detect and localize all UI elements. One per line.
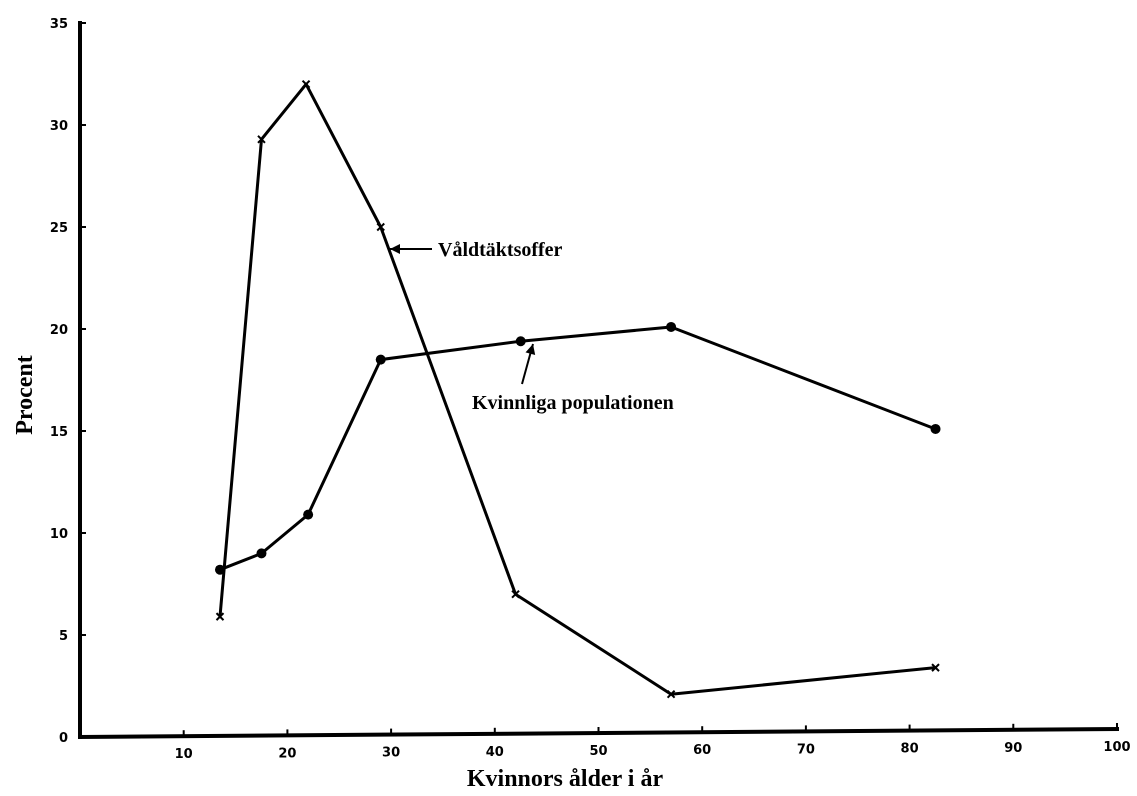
x-tick-label: 50 bbox=[589, 744, 607, 759]
data-point bbox=[256, 548, 267, 559]
x-tick-label: 90 bbox=[1004, 741, 1022, 756]
x-tick-label: 60 bbox=[693, 743, 711, 758]
data-point bbox=[666, 689, 676, 699]
data-point bbox=[303, 509, 314, 520]
x-tick-label: 10 bbox=[175, 747, 193, 762]
y-tick-label: 10 bbox=[50, 527, 68, 542]
data-point bbox=[214, 564, 225, 575]
y-tick-label: 15 bbox=[50, 425, 68, 440]
data-point bbox=[515, 336, 526, 347]
annotations: Våldtäktsoffer Kvinnliga populationen bbox=[390, 239, 674, 414]
data-point bbox=[301, 79, 311, 89]
x-tick-label: 70 bbox=[797, 742, 815, 757]
data-point bbox=[931, 663, 940, 672]
data-point bbox=[215, 612, 225, 621]
series-line bbox=[218, 325, 937, 572]
x-axis-title: Kvinnors ålder i år bbox=[467, 766, 664, 792]
y-tick-label: 0 bbox=[59, 731, 68, 746]
y-tick-label: 35 bbox=[50, 17, 68, 32]
y-tick-label: 5 bbox=[59, 629, 68, 644]
x-tick-label: 20 bbox=[278, 746, 296, 761]
data-point bbox=[375, 354, 386, 365]
series-kvinnliga-populationen bbox=[214, 321, 941, 575]
x-tick-label: 30 bbox=[382, 746, 400, 761]
annotation-label: Våldtäktsoffer bbox=[438, 239, 563, 261]
arrow-head-icon bbox=[390, 244, 400, 254]
y-tick-label: 25 bbox=[50, 221, 68, 236]
series-valdtaktsoffer bbox=[215, 79, 940, 699]
x-tick-label: 100 bbox=[1103, 740, 1130, 755]
annotation-kvinnliga-populationen: Kvinnliga populationen bbox=[472, 343, 674, 414]
data-point bbox=[376, 222, 385, 232]
data-point bbox=[257, 135, 266, 144]
x-tick-label: 40 bbox=[486, 745, 504, 760]
data-point bbox=[511, 589, 520, 599]
y-tick-label: 30 bbox=[50, 119, 68, 134]
annotation-valdtaktsoffer: Våldtäktsoffer bbox=[390, 239, 563, 261]
data-point bbox=[930, 423, 941, 434]
series-layer bbox=[214, 79, 941, 699]
axes: 0 5 10 15 20 25 30 35 10 20 30 40 50 60 70 80 90 100 bbox=[50, 17, 1131, 762]
y-axis-title: Procent bbox=[12, 355, 38, 435]
annotation-label: Kvinnliga populationen bbox=[472, 392, 674, 414]
x-tick-label: 80 bbox=[901, 742, 919, 757]
arrow-head-icon bbox=[525, 344, 536, 355]
y-tick-label: 20 bbox=[50, 323, 68, 338]
data-point bbox=[666, 321, 677, 332]
